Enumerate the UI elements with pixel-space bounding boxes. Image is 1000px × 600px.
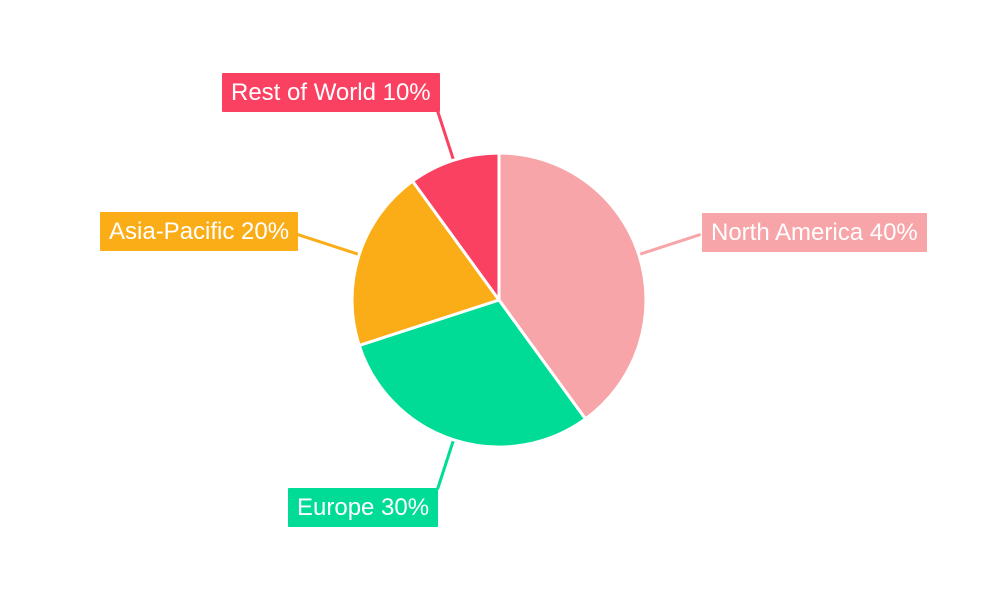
pie-slice-north-america (497, 151, 648, 421)
label-europe: Europe 30% (288, 488, 439, 527)
pie-slice-europe (357, 298, 587, 449)
label-north-america: North America 40% (702, 213, 927, 252)
leader-line-rest-of-world (436, 110, 456, 163)
leader-line-asia-pacific (296, 233, 362, 257)
pie-slice-rest-of-world (411, 151, 501, 302)
label-rest-of-world: Rest of World 10% (222, 73, 440, 112)
leader-line-north-america (636, 233, 702, 257)
label-asia-pacific: Asia-Pacific 20% (100, 212, 299, 251)
leader-line-europe (436, 437, 456, 490)
pie-slice-asia-pacific (350, 179, 501, 347)
